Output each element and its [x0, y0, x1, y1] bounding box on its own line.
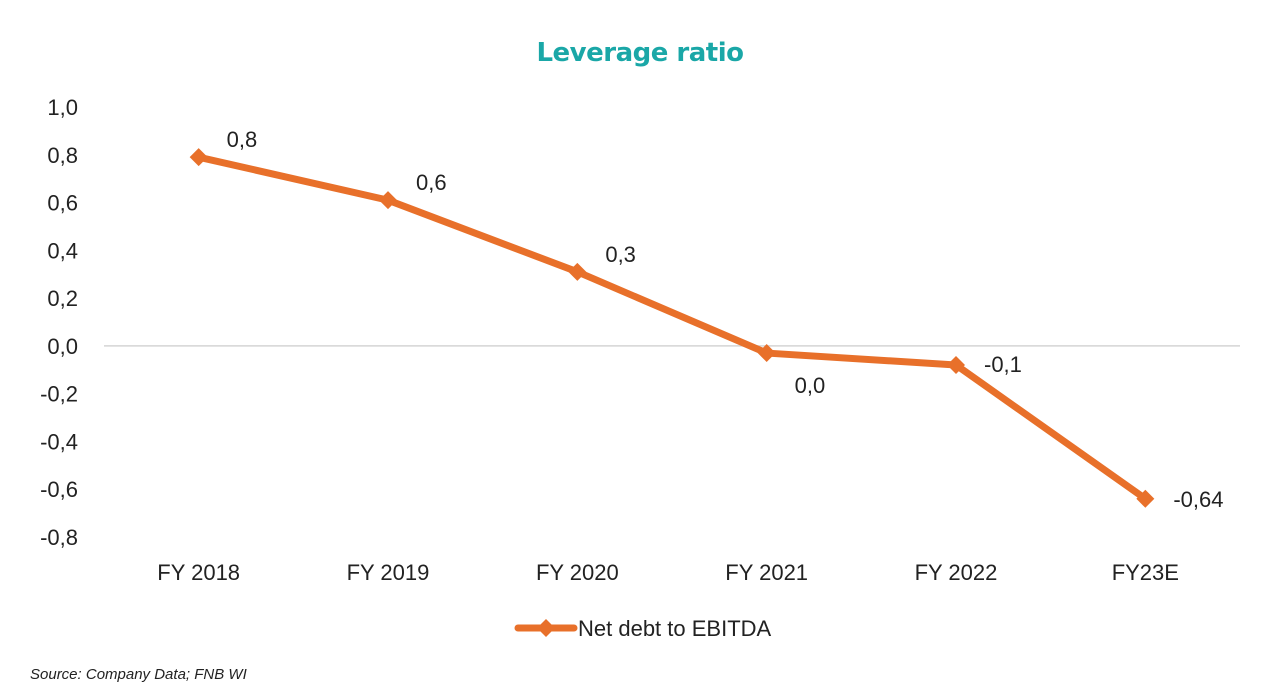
- y-axis: 1,0 0,8 0,6 0,4 0,2 0,0 -0,2 -0,4 -0,6 -0,8: [40, 95, 78, 550]
- data-point-marker: [757, 344, 776, 363]
- data-point-marker: [568, 262, 587, 281]
- legend-label: Net debt to EBITDA: [578, 616, 772, 641]
- y-tick-label: -0,8: [40, 525, 78, 550]
- series-group: 0,8 0,6 0,3 0,0 -0,1 -0,64: [189, 127, 1223, 512]
- y-tick-label: 0,0: [47, 334, 78, 359]
- x-tick-label: FY 2021: [725, 560, 808, 585]
- legend: Net debt to EBITDA: [514, 616, 772, 641]
- data-label: 0,6: [416, 170, 447, 195]
- data-label: 0,8: [227, 127, 258, 152]
- x-tick-label: FY23E: [1112, 560, 1179, 585]
- chart-title: Leverage ratio: [536, 38, 744, 68]
- series-line: [195, 153, 1149, 503]
- y-tick-label: -0,6: [40, 477, 78, 502]
- x-tick-label: FY 2018: [157, 560, 240, 585]
- x-tick-label: FY 2019: [347, 560, 430, 585]
- legend-marker: [537, 619, 555, 637]
- source-note: Source: Company Data; FNB WI: [30, 666, 247, 683]
- data-label: -0,64: [1173, 487, 1223, 512]
- y-tick-label: 0,8: [47, 143, 78, 168]
- y-tick-label: 0,2: [47, 286, 78, 311]
- x-tick-label: FY 2022: [915, 560, 998, 585]
- y-tick-label: -0,4: [40, 429, 78, 454]
- y-tick-label: 0,6: [47, 191, 78, 216]
- x-axis: FY 2018 FY 2019 FY 2020 FY 2021 FY 2022 FY23E: [157, 560, 1179, 585]
- data-label: 0,0: [795, 373, 826, 398]
- y-tick-label: -0,2: [40, 382, 78, 407]
- x-tick-label: FY 2020: [536, 560, 619, 585]
- data-point-marker: [379, 191, 397, 210]
- data-point-marker: [189, 148, 208, 167]
- data-point-marker: [947, 356, 965, 374]
- y-tick-label: 0,4: [47, 238, 78, 263]
- data-point-marker: [1136, 489, 1155, 508]
- data-label: -0,1: [984, 352, 1022, 377]
- data-label: 0,3: [605, 242, 636, 267]
- y-tick-label: 1,0: [47, 95, 78, 120]
